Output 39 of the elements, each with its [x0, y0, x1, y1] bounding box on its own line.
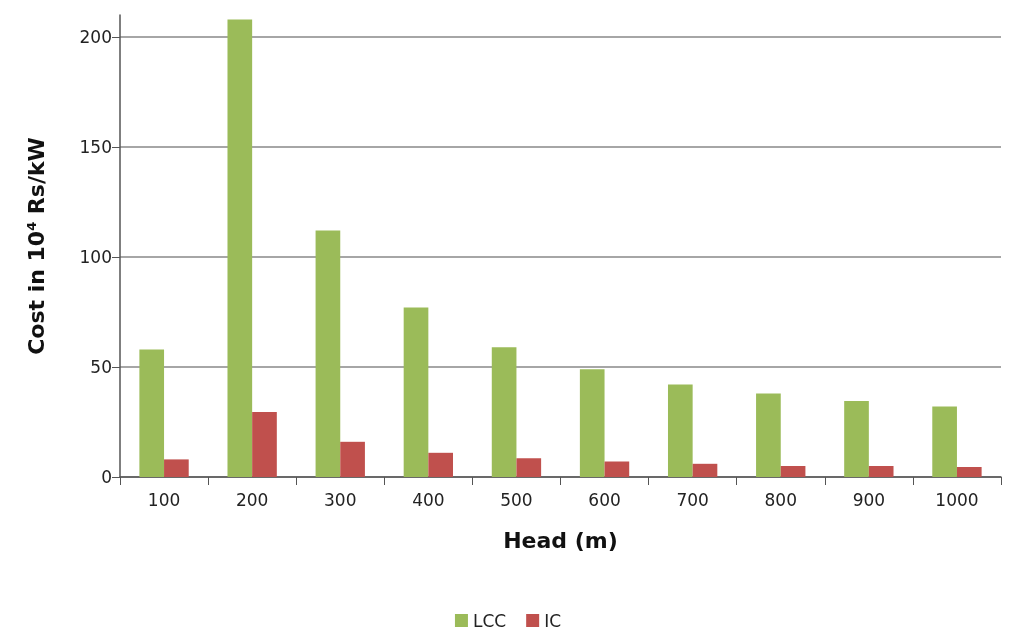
x-axis-title: Head (m)	[503, 527, 618, 553]
bar	[491, 347, 517, 477]
y-tick-label: 50	[90, 357, 112, 377]
bar	[428, 452, 454, 477]
bar	[692, 463, 718, 477]
x-tick-label: 600	[588, 489, 621, 510]
x-tick-label: 700	[676, 489, 709, 510]
bar	[868, 466, 894, 477]
bar	[252, 412, 277, 477]
y-tick-label: 100	[79, 247, 112, 267]
x-tick-label: 900	[852, 489, 886, 510]
x-tick-label: 100	[147, 489, 181, 510]
bar	[667, 384, 693, 477]
bar	[315, 230, 341, 477]
bar	[932, 406, 957, 477]
bar	[340, 441, 365, 477]
bar	[403, 307, 429, 477]
x-tick-label: 400	[412, 489, 445, 510]
y-tick-label: 0	[101, 467, 112, 487]
bar	[579, 369, 605, 477]
bar	[227, 19, 253, 477]
bar	[516, 458, 542, 477]
x-tick-label: 500	[500, 489, 533, 510]
bar	[164, 459, 189, 477]
y-tick-label: 200	[79, 27, 112, 47]
bar	[844, 401, 869, 477]
bar	[139, 349, 165, 477]
x-tick-label: 800	[764, 489, 797, 510]
y-axis-title: Cost in 104 Rs/kW	[24, 137, 49, 355]
bar	[780, 466, 806, 477]
x-tick-label: 1000	[935, 489, 979, 510]
legend-label: IC	[544, 610, 562, 631]
bar	[756, 393, 781, 477]
x-tick-label: 300	[324, 489, 357, 510]
x-tick-label: 200	[235, 489, 269, 510]
legend-label: LCC	[472, 610, 507, 631]
bar	[604, 461, 630, 477]
bar	[956, 467, 982, 477]
y-tick-label: 150	[79, 137, 112, 157]
